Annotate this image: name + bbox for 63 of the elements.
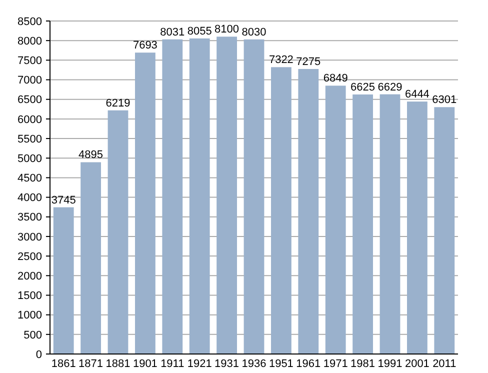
data-label: 8100 (214, 24, 240, 36)
bar (189, 38, 210, 354)
y-tick-label: 500 (24, 329, 42, 342)
x-tick-label: 1881 (106, 358, 130, 370)
bar (407, 102, 428, 354)
y-tick-label: 5000 (18, 152, 42, 165)
x-tick-label: 1981 (350, 358, 376, 370)
bar (53, 207, 74, 354)
bar (244, 39, 264, 354)
y-tick-label: 2000 (18, 270, 42, 282)
x-tick-label: 1961 (296, 358, 321, 370)
x-tick-label: 1931 (214, 358, 240, 370)
x-tick-label: 1911 (160, 358, 184, 370)
bar (380, 94, 400, 354)
data-label: 6849 (323, 72, 348, 85)
y-tick-label: 2500 (18, 250, 42, 263)
x-tick-label: 2011 (432, 358, 456, 370)
data-label: 6444 (404, 88, 430, 101)
x-tick-label: 1951 (268, 358, 294, 370)
x-tick-label: 1921 (187, 358, 212, 370)
y-tick-label: 6000 (18, 114, 42, 126)
x-tick-label: 1936 (242, 358, 266, 370)
bar (271, 67, 292, 354)
x-tick-label: 1871 (78, 358, 104, 370)
data-label: 3745 (51, 194, 76, 206)
x-tick-label: 1861 (51, 358, 76, 370)
y-tick-label: 3000 (18, 231, 42, 244)
y-tick-label: 8500 (18, 16, 42, 28)
bar (298, 68, 319, 354)
y-tick-label: 8000 (18, 35, 42, 48)
x-tick-label: 1901 (132, 358, 158, 370)
y-tick-label: 1500 (18, 290, 42, 302)
y-tick-label: 1000 (18, 310, 42, 322)
bar (135, 52, 156, 354)
y-tick-label: 4500 (18, 172, 42, 185)
x-tick-label: 2001 (404, 358, 430, 370)
y-tick-label: 7000 (18, 74, 42, 87)
y-tick-label: 6500 (18, 94, 42, 106)
bar (162, 39, 183, 354)
bar (108, 110, 128, 354)
data-label: 7693 (132, 40, 158, 52)
bar (325, 86, 346, 354)
data-label: 6625 (350, 81, 376, 94)
data-label: 8030 (242, 26, 266, 38)
x-tick-label: 1991 (378, 358, 402, 370)
data-label: 6301 (432, 94, 457, 106)
bar (80, 162, 101, 354)
data-label: 6219 (106, 97, 130, 110)
x-tick-label: 1971 (323, 358, 348, 370)
bar (352, 94, 373, 354)
data-label: 6629 (378, 81, 402, 94)
y-tick-label: 7500 (18, 55, 42, 68)
y-tick-label: 5500 (18, 133, 42, 146)
data-label: 4895 (78, 149, 104, 162)
data-label: 7275 (296, 56, 321, 68)
bar (434, 107, 455, 354)
data-label: 8055 (187, 25, 212, 38)
y-tick-label: 0 (36, 348, 42, 361)
bar (216, 36, 237, 354)
data-label: 8031 (160, 26, 185, 38)
data-label: 7322 (268, 54, 294, 66)
y-tick-label: 3500 (18, 212, 42, 224)
y-tick-label: 4000 (18, 192, 42, 204)
